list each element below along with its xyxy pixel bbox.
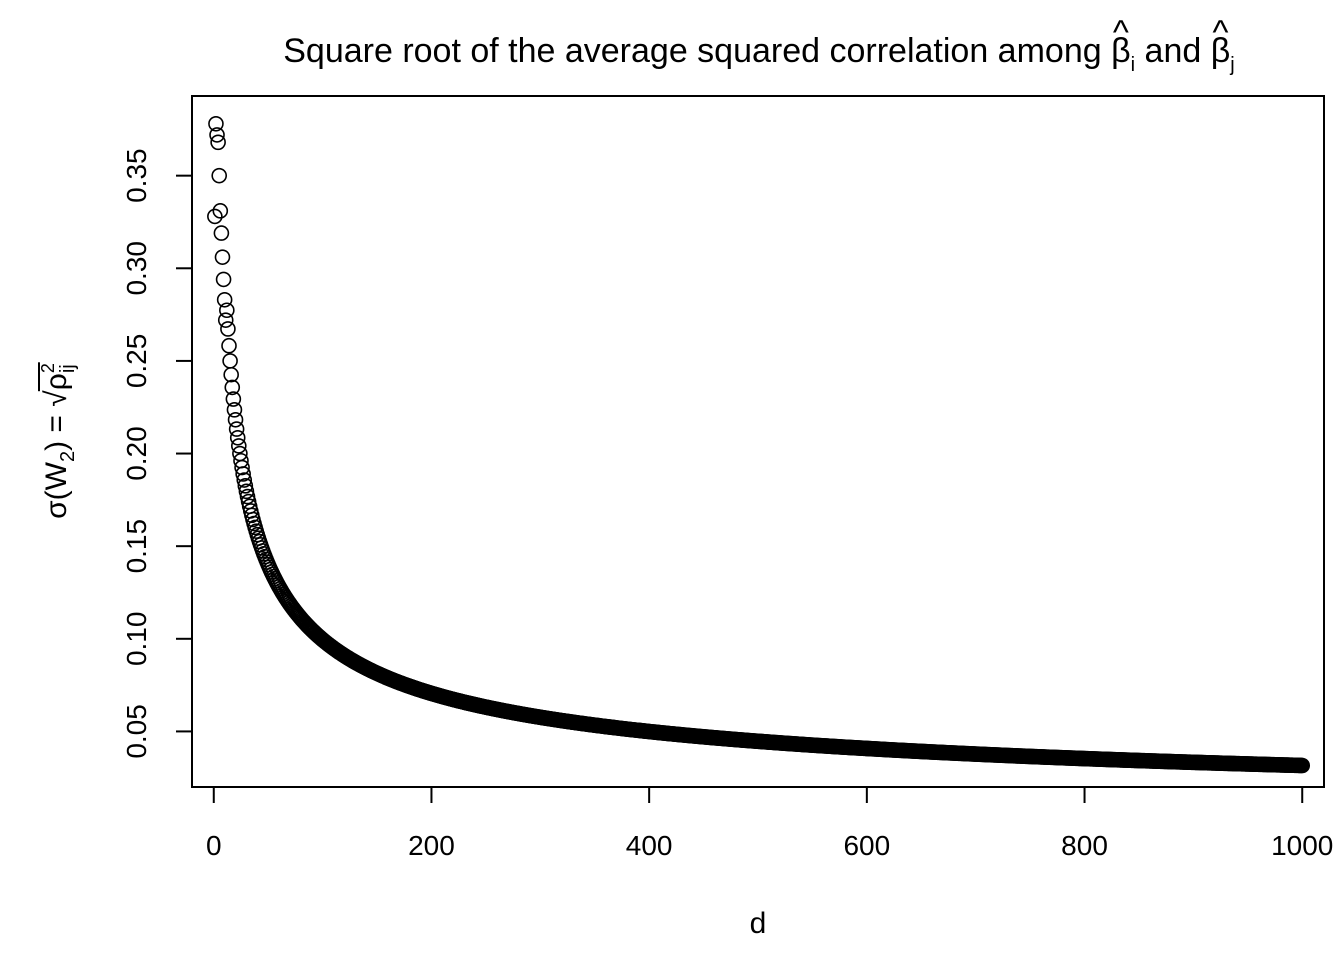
chart-title: Square root of the average squared corre…	[283, 32, 1235, 76]
y-tick-label: 0.15	[121, 519, 152, 574]
y-axis-title-close: ) =	[40, 407, 73, 451]
data-point	[236, 472, 253, 488]
x-tick-label: 1000	[1271, 830, 1333, 861]
data-point	[229, 429, 246, 446]
y-axis-title-sigma: σ	[40, 500, 73, 519]
data-point	[215, 271, 232, 288]
title-hat-j: ^	[1213, 14, 1229, 52]
x-tick-label: 600	[843, 830, 890, 861]
data-point	[231, 438, 247, 454]
data-point	[214, 249, 231, 265]
data-points	[207, 115, 1311, 774]
data-point	[207, 208, 223, 225]
x-tick-label: 800	[1061, 830, 1108, 861]
data-point	[221, 337, 237, 354]
y-axis: 0.05 0.10 0.15 0.20 0.25 0.30 0.35	[121, 148, 193, 759]
x-tick-label: 0	[206, 830, 222, 861]
y-axis-title-rsub: ij	[57, 364, 79, 373]
data-point	[212, 203, 229, 219]
data-point	[235, 466, 251, 482]
y-tick-label: 0.35	[121, 148, 152, 203]
chart-title-conj: and	[1135, 32, 1211, 70]
data-point	[209, 127, 225, 143]
chart-title-text: Square root of the average squared corre…	[283, 32, 1111, 70]
y-axis-title: σ(W2) = √ρ2ij	[38, 363, 79, 519]
data-point	[226, 402, 243, 418]
plot-frame	[191, 95, 1325, 788]
data-point	[208, 115, 224, 132]
chart-title-sub-j: j	[1229, 54, 1234, 76]
y-axis-title-sup: 2	[38, 363, 58, 373]
title-hat-i: ^	[1113, 14, 1129, 52]
y-tick-label: 0.10	[121, 612, 152, 667]
x-axis-title: d	[750, 907, 767, 940]
y-axis-title-rho: ρ	[40, 373, 73, 390]
data-point	[220, 321, 236, 337]
data-point	[234, 459, 250, 476]
data-point	[225, 391, 242, 407]
y-tick-label: 0.30	[121, 241, 152, 296]
chart-title-beta-i: β	[1111, 32, 1131, 70]
data-point	[238, 483, 255, 500]
data-point	[217, 312, 234, 328]
data-point	[237, 478, 254, 494]
x-tick-label: 400	[626, 830, 673, 861]
data-point	[222, 353, 238, 369]
data-point	[210, 134, 226, 151]
data-point	[223, 366, 239, 383]
y-tick-label: 0.05	[121, 704, 152, 759]
data-point	[216, 291, 233, 308]
y-tick-label: 0.20	[121, 426, 152, 481]
data-point	[227, 411, 244, 428]
data-point	[224, 379, 241, 396]
chart-title-sub-i: i	[1131, 54, 1135, 76]
y-axis-title-sqrt: √	[40, 390, 73, 407]
data-point	[219, 302, 235, 319]
chart-title-beta-j: β	[1211, 32, 1231, 70]
y-tick-label: 0.25	[121, 334, 152, 389]
x-tick-label: 200	[408, 830, 455, 861]
x-axis: 0 200 400 600 800 1000	[206, 786, 1333, 861]
data-point	[1294, 757, 1311, 774]
y-axis-title-sub: 2	[57, 451, 79, 462]
data-point	[211, 167, 228, 184]
y-axis-title-open: (W	[40, 461, 73, 500]
data-point	[228, 421, 245, 437]
data-point	[213, 225, 230, 241]
